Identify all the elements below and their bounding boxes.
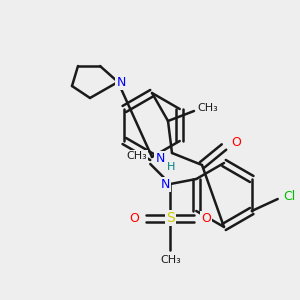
Text: O: O — [201, 212, 211, 224]
Text: CH₃: CH₃ — [160, 255, 181, 265]
Text: N: N — [160, 178, 170, 190]
Text: O: O — [129, 212, 139, 224]
Text: CH₃: CH₃ — [198, 103, 218, 113]
Text: O: O — [231, 136, 241, 148]
Text: CH₃: CH₃ — [126, 151, 147, 161]
Text: Cl: Cl — [284, 190, 296, 202]
Text: N: N — [155, 152, 165, 164]
Text: S: S — [166, 211, 175, 225]
Text: H: H — [167, 162, 175, 172]
Text: N: N — [116, 76, 126, 88]
